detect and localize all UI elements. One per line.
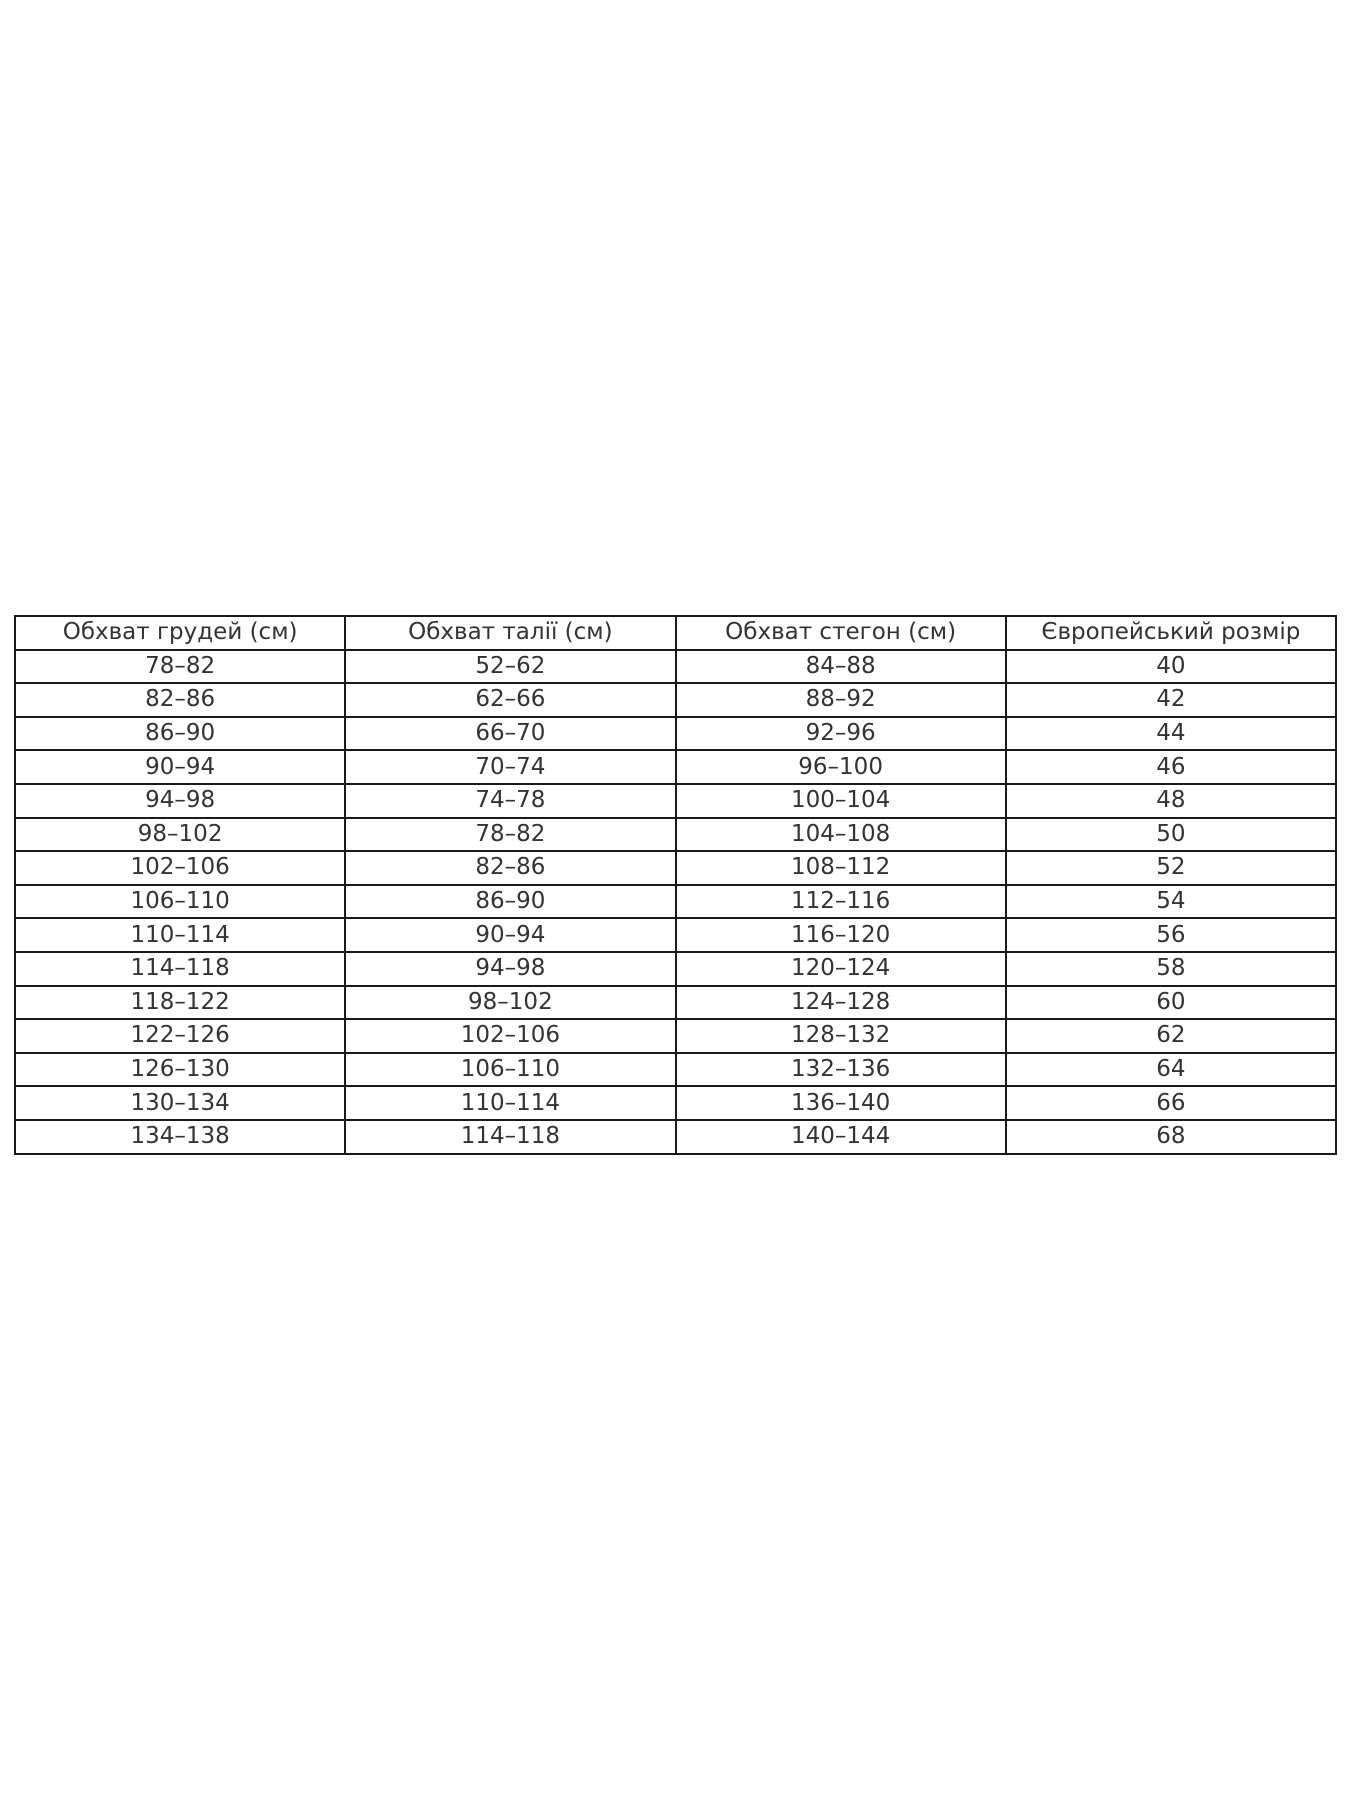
table-cell: 40: [1004, 648, 1338, 685]
table-cell: 114–118: [13, 950, 347, 987]
table-row: 106–110 86–90 112–116 54: [13, 883, 1338, 920]
table-row: 102–106 82–86 108–112 52: [13, 850, 1338, 886]
table-cell: 92–96: [674, 715, 1007, 752]
table-cell: 60: [1004, 984, 1338, 1021]
table-row: 78–82 52–62 84–88 40: [13, 648, 1338, 685]
table-cell: 82–86: [13, 682, 347, 718]
table-cell: 136–140: [674, 1085, 1007, 1121]
column-header: Обхват грудей (см): [13, 615, 347, 651]
table-row: 118–122 98–102 124–128 60: [13, 984, 1338, 1021]
column-header: Обхват талії (см): [344, 615, 677, 651]
table-cell: 74–78: [344, 782, 677, 819]
table-cell: 132–136: [674, 1051, 1007, 1088]
table-cell: 140–144: [674, 1118, 1007, 1155]
table-cell: 94–98: [344, 950, 677, 987]
table-row: 90–94 70–74 96–100 46: [13, 749, 1338, 785]
table-cell: 50: [1004, 816, 1338, 853]
table-row: 98–102 78–82 104–108 50: [13, 816, 1338, 853]
table-cell: 102–106: [344, 1018, 677, 1054]
table-cell: 68: [1004, 1118, 1338, 1155]
table-cell: 98–102: [13, 816, 347, 853]
table-cell: 64: [1004, 1051, 1338, 1088]
table-cell: 62: [1004, 1018, 1338, 1054]
table-row: 122–126 102–106 128–132 62: [13, 1018, 1338, 1054]
table-cell: 102–106: [13, 850, 347, 886]
table-cell: 90–94: [344, 917, 677, 953]
table-cell: 78–82: [344, 816, 677, 853]
table-cell: 134–138: [13, 1118, 347, 1155]
table-cell: 52: [1004, 850, 1338, 886]
table-cell: 120–124: [674, 950, 1007, 987]
table-cell: 82–86: [344, 850, 677, 886]
table-cell: 118–122: [13, 984, 347, 1021]
table-row: 82–86 62–66 88–92 42: [13, 682, 1338, 718]
table-cell: 104–108: [674, 816, 1007, 853]
table-cell: 122–126: [13, 1018, 347, 1054]
table-cell: 88–92: [674, 682, 1007, 718]
table-row: 86–90 66–70 92–96 44: [13, 715, 1338, 752]
table-row: 94–98 74–78 100–104 48: [13, 782, 1338, 819]
column-header: Європейський розмір: [1004, 615, 1338, 651]
table-cell: 66: [1004, 1085, 1338, 1121]
table-cell: 66–70: [344, 715, 677, 752]
table-cell: 62–66: [344, 682, 677, 718]
table-cell: 52–62: [344, 648, 677, 685]
table-cell: 42: [1004, 682, 1338, 718]
header-row: Обхват грудей (см) Обхват талії (см) Обхва…: [13, 615, 1338, 651]
table-cell: 114–118: [344, 1118, 677, 1155]
table-cell: 46: [1004, 749, 1338, 785]
table-cell: 128–132: [674, 1018, 1007, 1054]
table-cell: 110–114: [344, 1085, 677, 1121]
table-cell: 44: [1004, 715, 1338, 752]
table-cell: 108–112: [674, 850, 1007, 886]
table-row: 110–114 90–94 116–120 56: [13, 917, 1338, 953]
table-cell: 110–114: [13, 917, 347, 953]
size-chart-table: Обхват грудей (см) Обхват талії (см) Обхва…: [13, 615, 1338, 1155]
table-cell: 116–120: [674, 917, 1007, 953]
table-cell: 96–100: [674, 749, 1007, 785]
table-cell: 124–128: [674, 984, 1007, 1021]
table-cell: 56: [1004, 917, 1338, 953]
table-row: 114–118 94–98 120–124 58: [13, 950, 1338, 987]
table-cell: 86–90: [13, 715, 347, 752]
column-header: Обхват стегон (см): [674, 615, 1007, 651]
table-cell: 106–110: [13, 883, 347, 920]
table-cell: 112–116: [674, 883, 1007, 920]
table-cell: 54: [1004, 883, 1338, 920]
table-cell: 48: [1004, 782, 1338, 819]
table-cell: 100–104: [674, 782, 1007, 819]
table-cell: 90–94: [13, 749, 347, 785]
table-row: 134–138 114–118 140–144 68: [13, 1118, 1338, 1155]
table-cell: 98–102: [344, 984, 677, 1021]
table-cell: 86–90: [344, 883, 677, 920]
table-cell: 84–88: [674, 648, 1007, 685]
table-row: 126–130 106–110 132–136 64: [13, 1051, 1338, 1088]
table-cell: 70–74: [344, 749, 677, 785]
table-row: 130–134 110–114 136–140 66: [13, 1085, 1338, 1121]
table-cell: 78–82: [13, 648, 347, 685]
table-cell: 126–130: [13, 1051, 347, 1088]
table-cell: 58: [1004, 950, 1338, 987]
table-cell: 106–110: [344, 1051, 677, 1088]
table-cell: 130–134: [13, 1085, 347, 1121]
table-cell: 94–98: [13, 782, 347, 819]
